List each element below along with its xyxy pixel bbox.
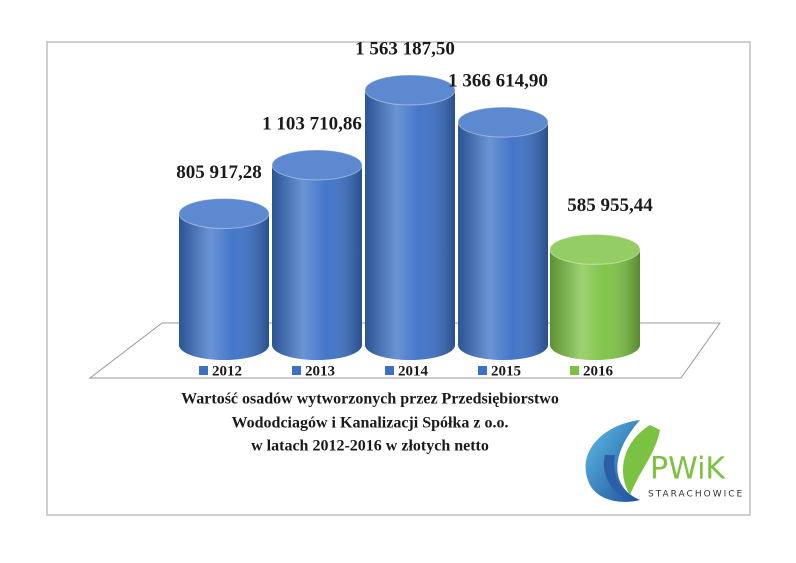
bar-top-highlight — [458, 107, 548, 138]
bar-top — [457, 106, 549, 138]
value-label: 585 955,44 — [567, 195, 653, 216]
logo-shape — [603, 455, 632, 500]
bar-top — [178, 198, 270, 230]
bar-shade — [272, 164, 362, 360]
value-label: 1 103 710,86 — [262, 113, 362, 134]
bar-shade — [550, 249, 640, 360]
legend: 2012 2013 2014 2015 2016 — [199, 363, 614, 379]
logo: PWiK STARACHOWICE — [585, 420, 744, 502]
legend-swatch — [478, 366, 487, 375]
bar-top-highlight — [272, 149, 362, 180]
bar-top — [271, 149, 363, 181]
logo-shape — [622, 425, 660, 495]
bar-top — [549, 233, 641, 265]
value-label: 1 563 187,50 — [355, 38, 455, 59]
legend-label: 2014 — [398, 363, 429, 379]
legend-label: 2015 — [491, 363, 521, 379]
bar-shade — [365, 90, 455, 360]
bar-shade — [458, 122, 548, 361]
value-label: 1 366 614,90 — [448, 70, 548, 91]
bar-top — [364, 74, 456, 106]
legend-label: 2013 — [305, 363, 335, 379]
legend-swatch — [570, 366, 579, 375]
bar-top-highlight — [179, 198, 269, 229]
bar-top-highlight — [365, 75, 455, 105]
logo-name: PWiK — [650, 452, 726, 487]
chart-title: w latach 2012-2016 w złotych netto — [251, 438, 489, 455]
chart-title: Wododciagów i Kanalizacji Spółka z o.o. — [232, 415, 509, 432]
bar-top-highlight — [550, 234, 640, 265]
bar-shade — [179, 213, 269, 360]
logo-subtitle: STARACHOWICE — [648, 490, 744, 500]
legend-label: 2016 — [583, 363, 614, 379]
value-label: 805 917,28 — [176, 162, 262, 183]
chart-title: Wartość osadów wytworzonych przez Przeds… — [181, 391, 559, 408]
legend-label: 2012 — [212, 363, 242, 379]
bars: 805 917,28 1 103 710,86 1 563 187,50 1 366 … — [176, 38, 653, 361]
legend-swatch — [199, 366, 208, 375]
legend-swatch — [292, 366, 301, 375]
legend-swatch — [385, 366, 394, 375]
